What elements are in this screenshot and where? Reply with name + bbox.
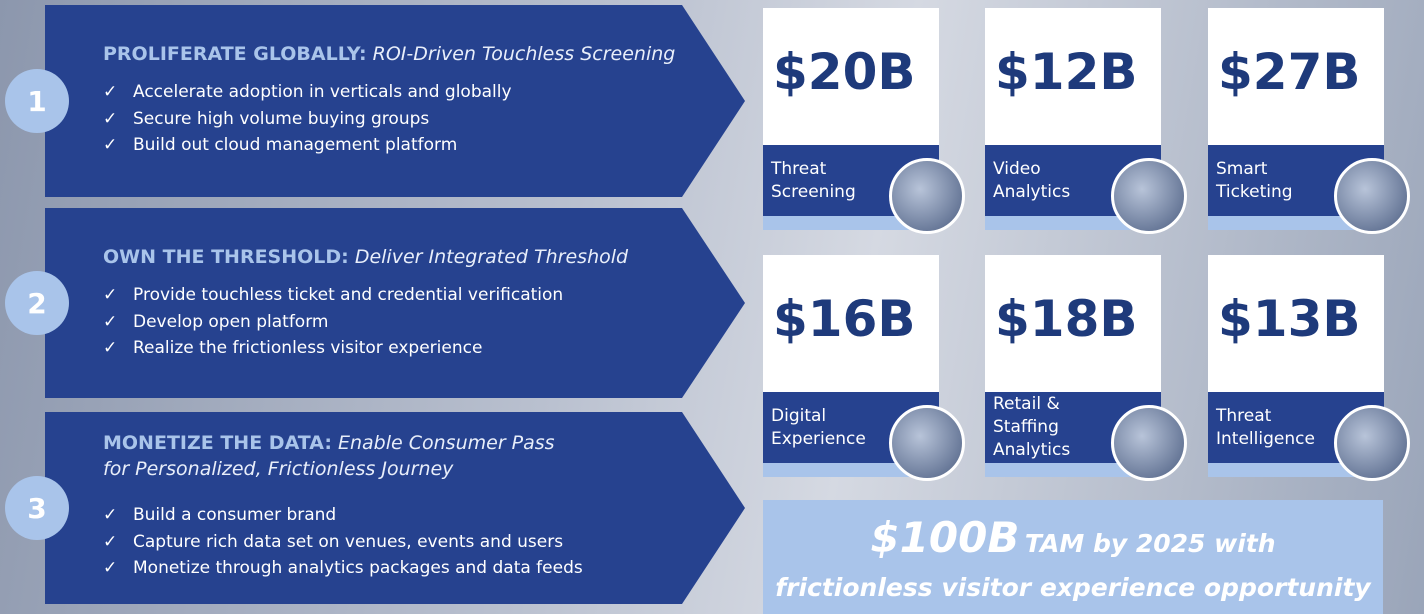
tam-note: frictionless visitor experience opportun…: [763, 571, 1383, 605]
bullet: Build a consumer brand: [103, 502, 583, 529]
tam-amount: $100B: [870, 513, 1019, 562]
bullet-list: Build a consumer brandCapture rich data …: [103, 502, 583, 582]
heading-subtitle: ROI-Driven Touchless Screening: [373, 43, 676, 65]
bullet: Capture rich data set on venues, events …: [103, 529, 583, 556]
market-tile: $13B Threat Intelligence: [1208, 255, 1384, 469]
market-label: Retail & Staffing Analytics: [993, 392, 1108, 463]
market-amount: $13B: [1218, 289, 1360, 349]
bullet: Provide touchless ticket and credential …: [103, 282, 563, 309]
market-amount: $20B: [773, 42, 915, 102]
step-number: 1: [5, 69, 69, 133]
market-label: Threat Screening: [771, 145, 886, 216]
strategy-arrow: MONETIZE THE DATA: Enable Consumer Pass …: [45, 412, 745, 604]
heading-label: MONETIZE THE DATA:: [103, 432, 332, 454]
strategy-arrow: PROLIFERATE GLOBALLY: ROI-Driven Touchle…: [45, 5, 745, 197]
market-icon: [1334, 405, 1410, 481]
strategy-heading: OWN THE THRESHOLD: Deliver Integrated Th…: [103, 244, 723, 270]
heading-label: PROLIFERATE GLOBALLY:: [103, 43, 367, 65]
market-label: Smart Ticketing: [1216, 145, 1331, 216]
strategy-heading: PROLIFERATE GLOBALLY: ROI-Driven Touchle…: [103, 41, 723, 67]
market-amount: $27B: [1218, 42, 1360, 102]
market-tile: $20B Threat Screening: [763, 8, 939, 222]
tam-text: TAM by 2025 with: [1025, 529, 1276, 558]
market-icon: [1334, 158, 1410, 234]
step-number: 2: [5, 271, 69, 335]
market-icon: [1111, 158, 1187, 234]
market-icon: [889, 405, 965, 481]
bullet-list: Accelerate adoption in verticals and glo…: [103, 79, 512, 159]
market-amount: $12B: [995, 42, 1137, 102]
market-amount: $16B: [773, 289, 915, 349]
market-label: Threat Intelligence: [1216, 392, 1331, 463]
market-amount: $18B: [995, 289, 1137, 349]
bullet: Accelerate adoption in verticals and glo…: [103, 79, 512, 106]
market-tile: $27B Smart Ticketing: [1208, 8, 1384, 222]
bullet: Monetize through analytics packages and …: [103, 555, 583, 582]
slide: PROLIFERATE GLOBALLY: ROI-Driven Touchle…: [0, 0, 1424, 614]
tam-line: $100B TAM by 2025 with: [763, 514, 1383, 571]
step-number: 3: [5, 476, 69, 540]
market-label: Video Analytics: [993, 145, 1108, 216]
bullet: Realize the frictionless visitor experie…: [103, 335, 563, 362]
market-tile: $12B Video Analytics: [985, 8, 1161, 222]
market-icon: [889, 158, 965, 234]
bullet-list: Provide touchless ticket and credential …: [103, 282, 563, 362]
market-tile: $16B Digital Experience: [763, 255, 939, 469]
bullet: Develop open platform: [103, 309, 563, 336]
market-icon: [1111, 405, 1187, 481]
market-tile: $18B Retail & Staffing Analytics: [985, 255, 1161, 469]
heading-subtitle: Deliver Integrated Threshold: [355, 246, 628, 268]
heading-label: OWN THE THRESHOLD:: [103, 246, 349, 268]
strategy-arrow: OWN THE THRESHOLD: Deliver Integrated Th…: [45, 208, 745, 398]
strategy-heading: MONETIZE THE DATA: Enable Consumer Pass …: [103, 430, 573, 482]
market-label: Digital Experience: [771, 392, 886, 463]
bullet: Secure high volume buying groups: [103, 106, 512, 133]
bullet: Build out cloud management platform: [103, 132, 512, 159]
